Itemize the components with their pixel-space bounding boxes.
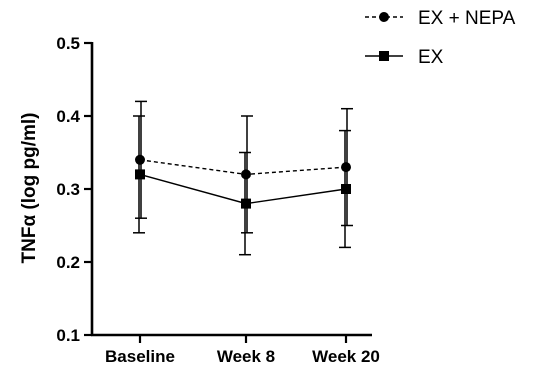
series-ex-nepa (135, 100, 353, 234)
x-axis-category-labels: Baseline Week 8 Week 20 (105, 335, 380, 366)
y-tick-label: 0.2 (56, 253, 80, 272)
legend-label: EX (418, 47, 444, 68)
x-category-label: Baseline (105, 347, 175, 366)
legend-marker (379, 51, 389, 61)
plot-area (133, 100, 353, 256)
y-tick-label: 0.1 (56, 326, 80, 345)
legend-marker (379, 12, 389, 22)
legend: EX + NEPA EX (365, 8, 516, 68)
x-category-label: Week 20 (312, 347, 380, 366)
data-point (341, 162, 351, 173)
data-point (241, 198, 251, 209)
y-tick-label: 0.5 (56, 34, 80, 53)
y-axis-ticks: 0.1 0.2 0.3 0.4 0.5 (56, 34, 92, 345)
x-category-label: Week 8 (217, 347, 275, 366)
data-point (241, 169, 251, 180)
series-ex (133, 115, 351, 256)
data-point (135, 154, 145, 165)
legend-item: EX (365, 47, 444, 68)
y-tick-label: 0.4 (56, 107, 80, 126)
y-tick-label: 0.3 (56, 180, 80, 199)
data-point (341, 184, 351, 194)
y-axis-title: TNFα (log pg/ml) (19, 113, 40, 264)
axes (90, 42, 372, 337)
legend-label: EX + NEPA (418, 8, 516, 29)
legend-item: EX + NEPA (365, 8, 516, 29)
data-point (135, 169, 145, 180)
